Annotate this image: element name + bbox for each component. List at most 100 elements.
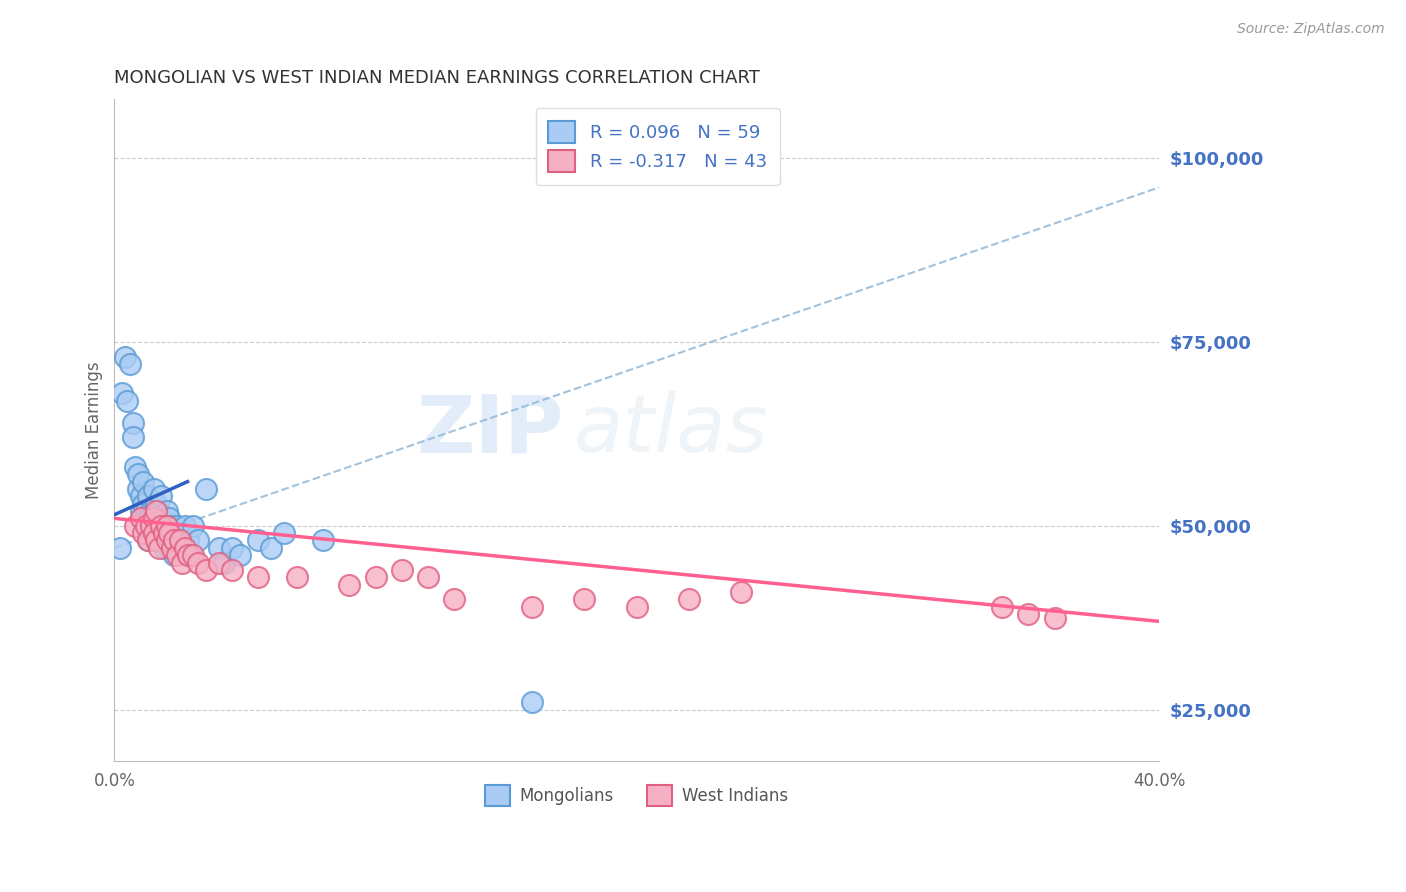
Point <box>229 548 252 562</box>
Point <box>121 430 143 444</box>
Point <box>124 459 146 474</box>
Point <box>174 541 197 555</box>
Point <box>121 416 143 430</box>
Point <box>142 526 165 541</box>
Point <box>142 511 165 525</box>
Point <box>260 541 283 555</box>
Point <box>443 592 465 607</box>
Point <box>160 541 183 555</box>
Point <box>153 526 176 541</box>
Point <box>172 556 194 570</box>
Point <box>108 541 131 555</box>
Point <box>176 548 198 562</box>
Point <box>574 592 596 607</box>
Point <box>416 570 439 584</box>
Text: Source: ZipAtlas.com: Source: ZipAtlas.com <box>1237 22 1385 37</box>
Point <box>166 518 188 533</box>
Point <box>678 592 700 607</box>
Point <box>212 556 235 570</box>
Point <box>364 570 387 584</box>
Point <box>285 570 308 584</box>
Point <box>145 497 167 511</box>
Y-axis label: Median Earnings: Median Earnings <box>86 361 103 499</box>
Point <box>181 518 204 533</box>
Point <box>148 504 170 518</box>
Point <box>626 599 648 614</box>
Point <box>145 533 167 548</box>
Point <box>391 563 413 577</box>
Point <box>138 533 160 548</box>
Point <box>169 526 191 541</box>
Point <box>139 518 162 533</box>
Point <box>163 533 186 548</box>
Point <box>132 497 155 511</box>
Point <box>160 533 183 548</box>
Point <box>1017 607 1039 621</box>
Point <box>135 504 157 518</box>
Point <box>148 541 170 555</box>
Point <box>153 518 176 533</box>
Point <box>132 475 155 489</box>
Point <box>179 548 201 562</box>
Point <box>148 526 170 541</box>
Point <box>176 533 198 548</box>
Point <box>150 518 173 533</box>
Point <box>208 556 231 570</box>
Text: atlas: atlas <box>574 391 769 469</box>
Point <box>129 504 152 518</box>
Point <box>221 541 243 555</box>
Point <box>150 533 173 548</box>
Point <box>522 599 544 614</box>
Point <box>138 533 160 548</box>
Point <box>1043 610 1066 624</box>
Point <box>129 489 152 503</box>
Point <box>187 556 209 570</box>
Point <box>247 570 270 584</box>
Point <box>142 504 165 518</box>
Point <box>208 541 231 555</box>
Point <box>312 533 335 548</box>
Point <box>221 563 243 577</box>
Point <box>163 548 186 562</box>
Point <box>135 518 157 533</box>
Point <box>194 563 217 577</box>
Point <box>117 393 139 408</box>
Text: MONGOLIAN VS WEST INDIAN MEDIAN EARNINGS CORRELATION CHART: MONGOLIAN VS WEST INDIAN MEDIAN EARNINGS… <box>114 69 761 87</box>
Point <box>127 482 149 496</box>
Point <box>142 482 165 496</box>
Point <box>127 467 149 482</box>
Legend: Mongolians, West Indians: Mongolians, West Indians <box>478 779 796 813</box>
Point <box>991 599 1014 614</box>
Point <box>156 533 179 548</box>
Point <box>138 489 160 503</box>
Point <box>139 504 162 518</box>
Point <box>730 585 752 599</box>
Point <box>132 526 155 541</box>
Point <box>150 511 173 525</box>
Point <box>114 350 136 364</box>
Point <box>169 533 191 548</box>
Point <box>135 518 157 533</box>
Point <box>194 482 217 496</box>
Point <box>187 533 209 548</box>
Point <box>124 518 146 533</box>
Point <box>522 695 544 709</box>
Point <box>139 518 162 533</box>
Point <box>120 357 142 371</box>
Point <box>111 386 134 401</box>
Point <box>150 489 173 503</box>
Point <box>157 511 180 525</box>
Point <box>339 577 361 591</box>
Point <box>247 533 270 548</box>
Point <box>156 518 179 533</box>
Point <box>174 518 197 533</box>
Point <box>142 526 165 541</box>
Point <box>145 504 167 518</box>
Point <box>156 504 179 518</box>
Point <box>181 548 204 562</box>
Point <box>157 526 180 541</box>
Point <box>138 511 160 525</box>
Point <box>273 526 295 541</box>
Point <box>129 511 152 525</box>
Point <box>172 541 194 555</box>
